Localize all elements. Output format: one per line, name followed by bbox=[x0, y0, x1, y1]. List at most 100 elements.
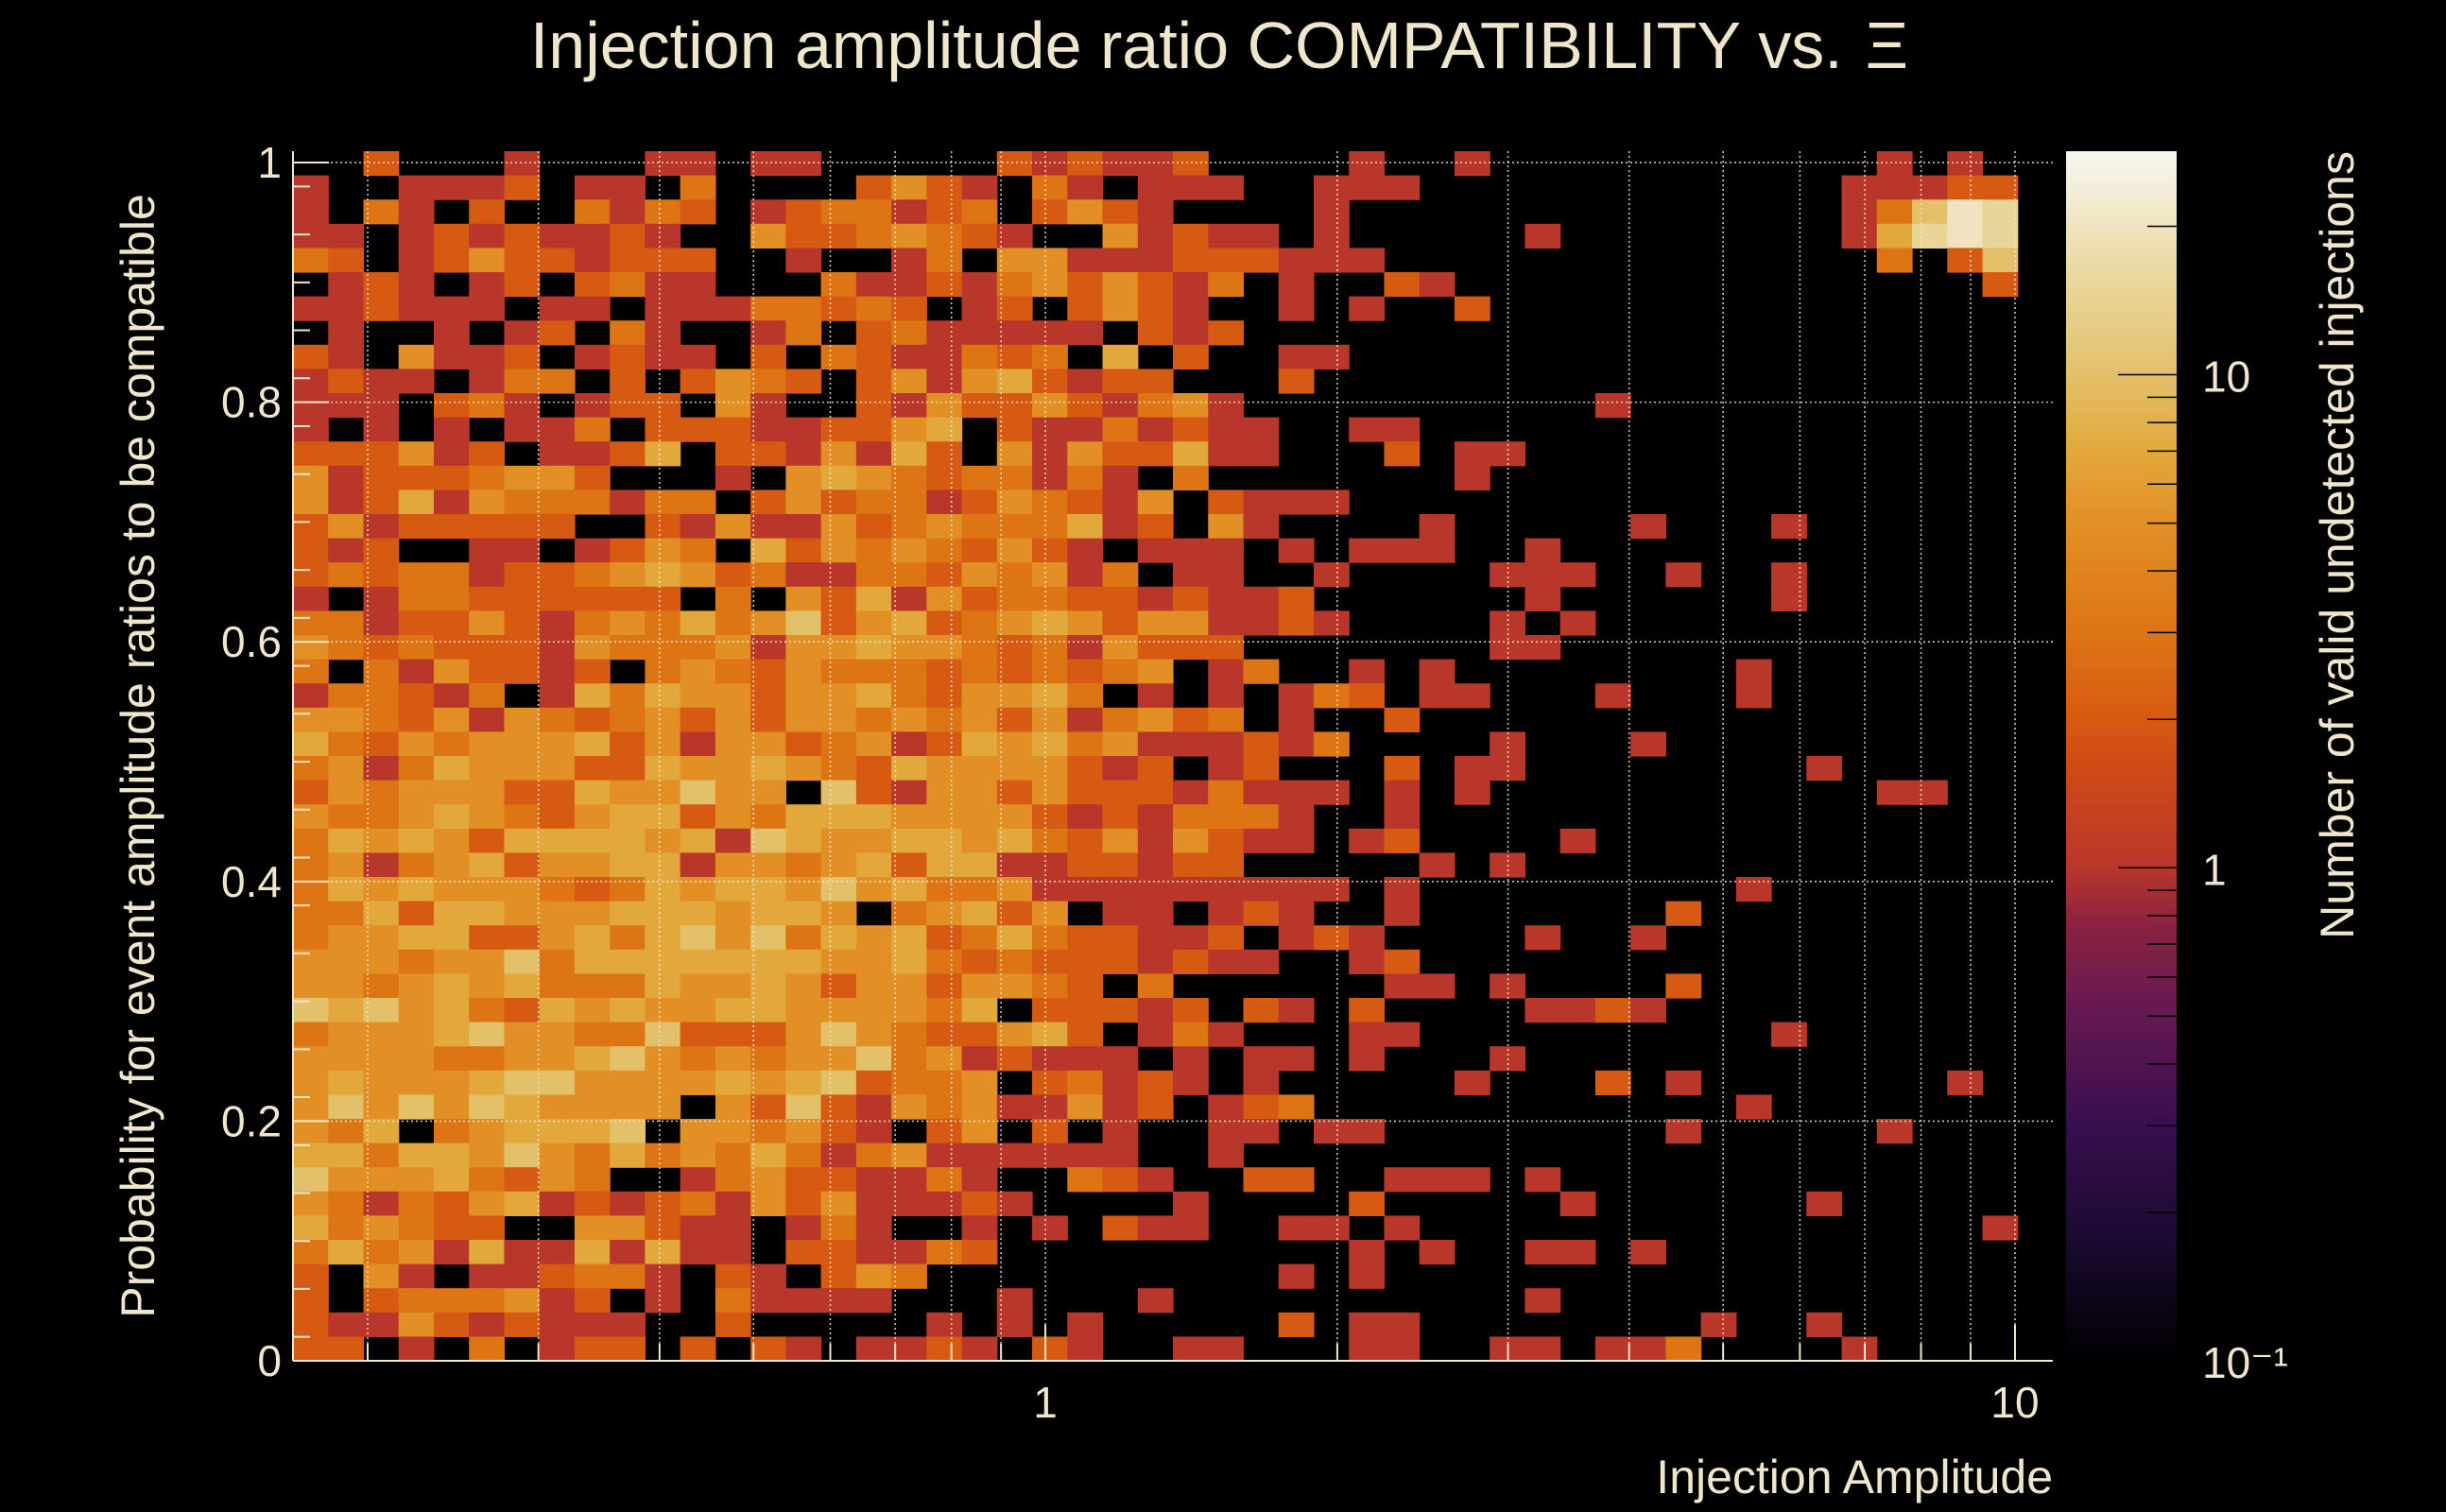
heatmap-cell bbox=[855, 514, 892, 540]
heatmap-cell bbox=[328, 635, 365, 661]
heatmap-cell bbox=[996, 925, 1033, 951]
heatmap-cell bbox=[574, 538, 611, 563]
heatmap-cell bbox=[961, 756, 998, 782]
heatmap-cell bbox=[645, 659, 681, 684]
heatmap-cell bbox=[1137, 780, 1174, 805]
heatmap-cell bbox=[1278, 1167, 1315, 1193]
heatmap-cell bbox=[363, 998, 400, 1023]
heatmap-cell bbox=[1524, 1336, 1561, 1362]
heatmap-cell bbox=[363, 659, 400, 684]
heatmap-cell bbox=[1102, 369, 1139, 394]
heatmap-cell bbox=[1982, 175, 2019, 200]
heatmap-cell bbox=[1067, 151, 1104, 177]
heatmap-cell bbox=[1313, 175, 1350, 200]
heatmap-cell bbox=[1349, 949, 1386, 974]
heatmap-cell bbox=[398, 1191, 435, 1216]
heatmap-cell bbox=[1137, 1167, 1174, 1193]
heatmap-cell bbox=[645, 296, 681, 321]
heatmap-cell bbox=[1137, 175, 1174, 200]
heatmap-cell bbox=[539, 1312, 576, 1337]
heatmap-cell bbox=[1032, 320, 1068, 346]
heatmap-cell bbox=[610, 707, 646, 732]
heatmap-cell bbox=[539, 1022, 576, 1047]
heatmap-cell bbox=[750, 804, 786, 830]
heatmap-cell bbox=[539, 562, 576, 588]
heatmap-cell bbox=[539, 998, 576, 1023]
heatmap-cell bbox=[715, 998, 751, 1023]
heatmap-cell bbox=[680, 707, 716, 732]
heatmap-cell bbox=[855, 586, 892, 611]
heatmap-cell bbox=[1771, 562, 1807, 588]
heatmap-cell bbox=[610, 1119, 646, 1144]
heatmap-cell bbox=[1102, 248, 1139, 273]
heatmap-cell bbox=[1173, 1215, 1209, 1241]
heatmap-cell bbox=[961, 1094, 998, 1120]
heatmap-cell bbox=[785, 804, 822, 830]
heatmap-cell bbox=[1384, 1167, 1421, 1193]
heatmap-cell bbox=[891, 465, 927, 490]
heatmap-cell bbox=[398, 344, 435, 369]
heatmap-cell bbox=[1173, 852, 1209, 878]
heatmap-cell bbox=[785, 1143, 822, 1168]
heatmap-cell bbox=[680, 973, 716, 999]
heatmap-cell bbox=[750, 707, 786, 732]
heatmap-cell bbox=[715, 877, 751, 902]
heatmap-cell bbox=[680, 877, 716, 902]
heatmap-cell bbox=[1208, 683, 1245, 709]
heatmap-cell bbox=[328, 1094, 365, 1120]
heatmap-cell bbox=[996, 344, 1033, 369]
heatmap-cell bbox=[926, 1119, 963, 1144]
heatmap-cell bbox=[961, 1191, 998, 1216]
heatmap-cell bbox=[680, 199, 716, 225]
heatmap-cell bbox=[750, 949, 786, 974]
heatmap-cell bbox=[1032, 731, 1068, 757]
heatmap-cell bbox=[1278, 1046, 1315, 1072]
heatmap-cell bbox=[293, 925, 329, 951]
heatmap-cell bbox=[820, 780, 857, 805]
heatmap-cell bbox=[398, 272, 435, 298]
heatmap-cell bbox=[996, 1191, 1033, 1216]
heatmap-cell bbox=[1278, 731, 1315, 757]
heatmap-cell bbox=[785, 1191, 822, 1216]
heatmap-cell bbox=[1208, 223, 1245, 249]
heatmap-cell bbox=[996, 417, 1033, 442]
heatmap-cell bbox=[1173, 877, 1209, 902]
heatmap-cell bbox=[1594, 1336, 1631, 1362]
heatmap-cell bbox=[1067, 949, 1104, 974]
heatmap-cell bbox=[539, 925, 576, 951]
heatmap-cell bbox=[1313, 877, 1350, 902]
heatmap-cell bbox=[328, 538, 365, 563]
heatmap-cell bbox=[680, 562, 716, 588]
heatmap-cell bbox=[785, 1240, 822, 1265]
heatmap-cell bbox=[1102, 756, 1139, 782]
heatmap-cell bbox=[996, 320, 1033, 346]
heatmap-cell bbox=[1208, 1143, 1245, 1168]
heatmap-cell bbox=[820, 998, 857, 1023]
heatmap-cell bbox=[610, 248, 646, 273]
heatmap-cell bbox=[1524, 1288, 1561, 1314]
heatmap-cell bbox=[680, 248, 716, 273]
heatmap-cell bbox=[363, 441, 400, 467]
heatmap-cell bbox=[680, 731, 716, 757]
heatmap-cell bbox=[1243, 1167, 1280, 1193]
heatmap-cell bbox=[293, 1070, 329, 1095]
heatmap-cell bbox=[1137, 441, 1174, 467]
heatmap-cell bbox=[433, 683, 470, 709]
heatmap-cell bbox=[574, 804, 611, 830]
heatmap-cell bbox=[539, 1263, 576, 1289]
heatmap-cell bbox=[926, 272, 963, 298]
heatmap-cell bbox=[433, 707, 470, 732]
heatmap-cell bbox=[1102, 490, 1139, 515]
heatmap-cell bbox=[1137, 538, 1174, 563]
heatmap-cell bbox=[469, 586, 506, 611]
heatmap-cell bbox=[961, 610, 998, 636]
heatmap-cell bbox=[1173, 925, 1209, 951]
heatmap-cell bbox=[574, 1119, 611, 1144]
heatmap-cell bbox=[1102, 635, 1139, 661]
heatmap-cell bbox=[1032, 683, 1068, 709]
heatmap-cell bbox=[820, 1288, 857, 1314]
heatmap-cell bbox=[293, 635, 329, 661]
heatmap-cell bbox=[539, 852, 576, 878]
heatmap-cell bbox=[574, 998, 611, 1023]
heatmap-cell bbox=[1173, 393, 1209, 419]
